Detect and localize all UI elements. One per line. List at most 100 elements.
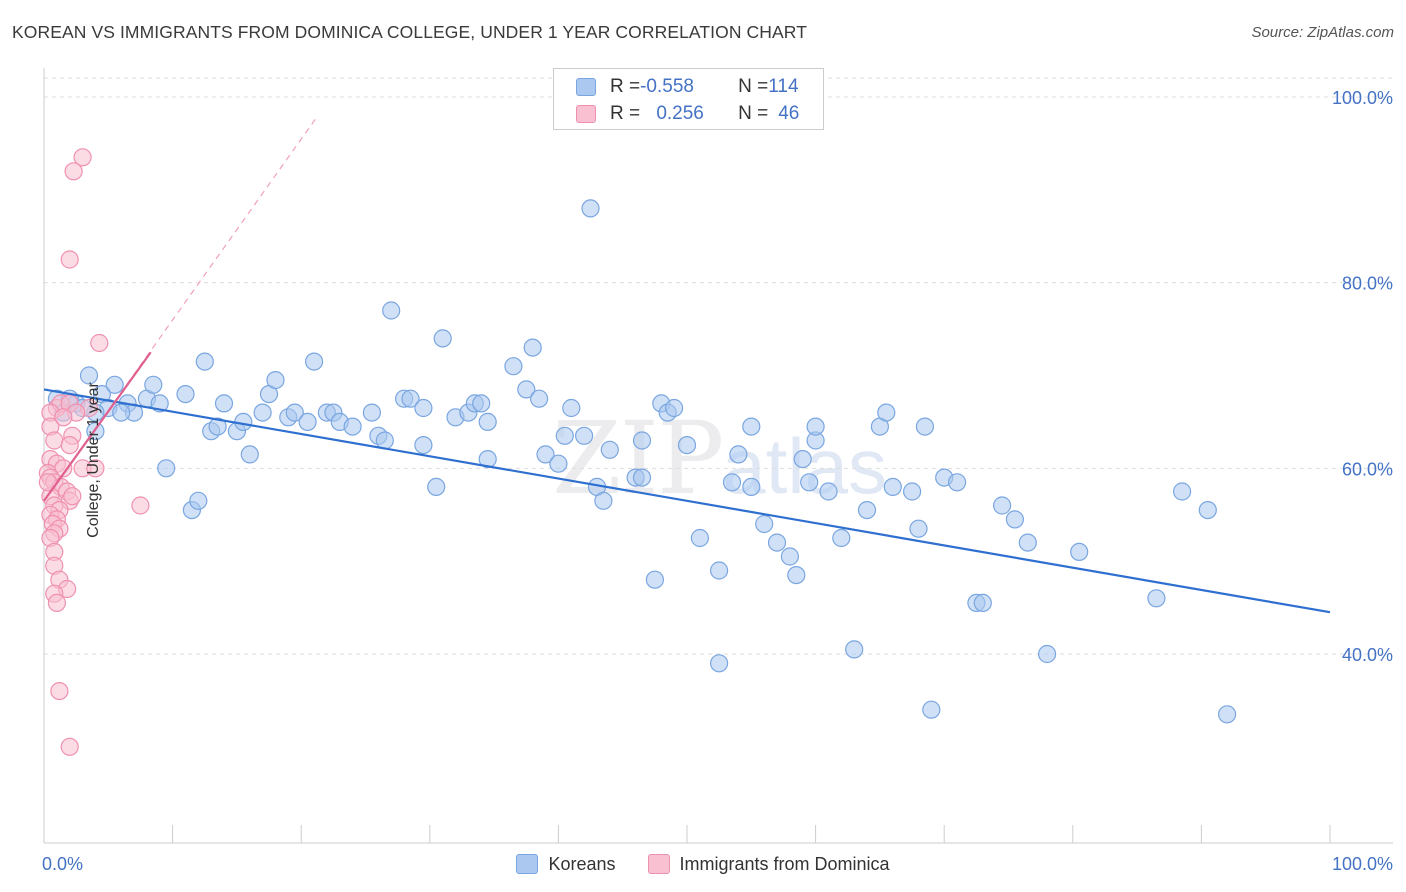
korean-point bbox=[767, 533, 787, 552]
korean-point bbox=[947, 473, 967, 492]
korean-point bbox=[742, 477, 761, 496]
dominica-point bbox=[54, 408, 73, 427]
korean-point bbox=[742, 417, 761, 436]
dominica-point bbox=[50, 681, 69, 701]
korean-point bbox=[298, 412, 317, 431]
y-tick-label: 40.0% bbox=[1342, 645, 1393, 665]
series-legend: Koreans Immigrants from Dominica bbox=[0, 852, 1406, 876]
korean-point bbox=[157, 459, 176, 478]
korean-point bbox=[973, 593, 992, 613]
korean-point bbox=[562, 398, 581, 418]
dominica-point bbox=[64, 162, 83, 181]
legend-label-dominica: Immigrants from Dominica bbox=[679, 853, 890, 874]
dominica-point bbox=[73, 148, 92, 167]
korean-point bbox=[645, 570, 665, 589]
korean-point bbox=[632, 431, 652, 450]
dominica-trend-line bbox=[43, 351, 152, 502]
dominica-point bbox=[60, 737, 79, 756]
dominica-point bbox=[131, 496, 150, 515]
korean-point bbox=[208, 417, 227, 436]
korean-point bbox=[285, 403, 304, 422]
x-ticks bbox=[172, 825, 1331, 843]
korean-point bbox=[214, 394, 234, 413]
korean-point bbox=[382, 301, 401, 320]
korean-point bbox=[240, 445, 259, 464]
korean-point bbox=[189, 491, 208, 510]
korean-point bbox=[362, 403, 381, 422]
korean-point bbox=[1147, 589, 1166, 608]
legend-n-label: N = bbox=[738, 76, 769, 97]
x-tick-label-min: 0.0% bbox=[42, 854, 83, 874]
korean-point bbox=[433, 329, 452, 348]
dominica-point bbox=[63, 487, 82, 506]
korean-point bbox=[594, 491, 613, 510]
dominica-point bbox=[60, 436, 79, 455]
korean-point bbox=[523, 338, 542, 357]
chart-source: Source: ZipAtlas.com bbox=[1251, 24, 1394, 41]
korean-point bbox=[883, 477, 902, 496]
korean-point bbox=[529, 389, 549, 408]
korean-point bbox=[414, 436, 433, 455]
korean-point bbox=[1037, 644, 1057, 664]
korean-point bbox=[517, 380, 536, 399]
korean-point bbox=[504, 357, 523, 376]
korean-point bbox=[472, 394, 491, 413]
legend-swatch-dominica bbox=[576, 105, 596, 123]
korean-point bbox=[845, 640, 864, 659]
korean-point bbox=[902, 482, 922, 501]
korean-point bbox=[105, 375, 124, 394]
korean-point bbox=[427, 477, 446, 496]
korean-point bbox=[549, 454, 568, 473]
korean-point bbox=[992, 496, 1012, 515]
y-tick-label: 100.0% bbox=[1332, 88, 1393, 108]
korean-point bbox=[581, 199, 600, 218]
legend-r-label: R = bbox=[610, 76, 641, 97]
korean-point bbox=[195, 352, 214, 371]
legend-row-dominica: R = 0.256 N = 46 bbox=[576, 102, 799, 126]
korean-point bbox=[787, 565, 806, 585]
korean-point bbox=[922, 700, 941, 719]
korean-point bbox=[819, 482, 838, 501]
korean-point bbox=[414, 398, 433, 418]
korean-point bbox=[343, 417, 362, 436]
legend-n-value: 46 bbox=[778, 103, 800, 124]
korean-point bbox=[780, 547, 800, 566]
korean-point bbox=[664, 398, 684, 418]
legend-swatch-dominica bbox=[647, 854, 670, 874]
korean-point bbox=[536, 445, 555, 464]
korean-point bbox=[709, 654, 729, 673]
legend-item-dominica[interactable]: Immigrants from Dominica bbox=[647, 853, 890, 875]
chart-title: KOREAN VS IMMIGRANTS FROM DOMINICA COLLE… bbox=[12, 22, 808, 42]
legend-r-value: -0.558 bbox=[640, 76, 694, 97]
legend-n-value: 114 bbox=[768, 76, 799, 97]
korean-point bbox=[793, 450, 812, 469]
x-tick-label-max: 100.0% bbox=[1332, 854, 1393, 874]
korean-point bbox=[176, 385, 195, 404]
dominica-point bbox=[90, 333, 109, 353]
korean-point bbox=[709, 561, 729, 580]
korean-point bbox=[555, 426, 574, 445]
korean-point bbox=[1018, 533, 1037, 552]
watermark: ZIPatlas bbox=[552, 400, 887, 517]
korean-point bbox=[690, 528, 710, 548]
watermark-zip: ZIP bbox=[552, 400, 724, 517]
korean-point bbox=[112, 403, 131, 422]
korean-point bbox=[877, 403, 896, 422]
korean-point bbox=[755, 514, 774, 534]
dominica-point bbox=[45, 431, 64, 450]
korean-point bbox=[574, 426, 594, 445]
y-tick-label: 80.0% bbox=[1342, 274, 1393, 294]
korean-point bbox=[915, 417, 935, 436]
korean-point bbox=[909, 519, 928, 538]
korean-point bbox=[266, 371, 285, 390]
correlation-legend: R = -0.558 N = 114 R = 0.256 N = 46 bbox=[553, 68, 824, 130]
y-tick-labels: 40.0% 60.0% 80.0% 100.0% bbox=[1332, 88, 1393, 665]
korean-point bbox=[857, 501, 877, 520]
koreans-trend-line bbox=[43, 388, 1331, 614]
legend-item-koreans[interactable]: Koreans bbox=[516, 854, 616, 875]
korean-point bbox=[1198, 501, 1217, 520]
korean-point bbox=[1070, 542, 1089, 562]
series-dominica bbox=[38, 148, 150, 756]
korean-point bbox=[79, 366, 99, 385]
